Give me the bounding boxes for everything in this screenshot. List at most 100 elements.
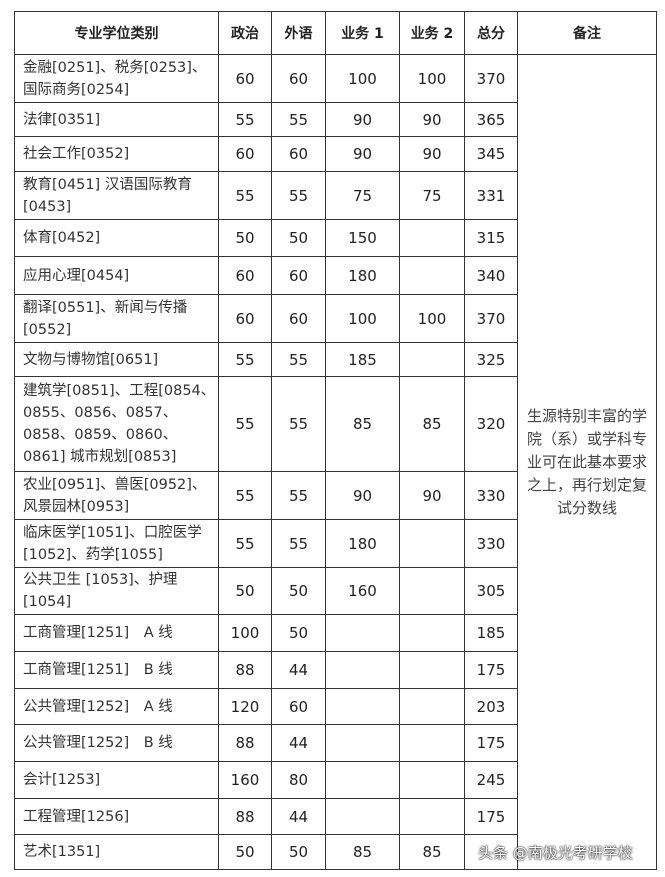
cell-total: 245 <box>464 761 518 799</box>
cell-subject1 <box>325 688 400 725</box>
cell-politics: 55 <box>218 102 272 137</box>
cell-subject2 <box>399 519 465 568</box>
cell-subject1: 75 <box>325 171 400 220</box>
header-language: 外语 <box>271 11 326 55</box>
cell-subject2 <box>399 219 465 257</box>
cell-total: 330 <box>464 519 518 568</box>
cell-name: 翻译[0551]、新闻与传播[0552] <box>14 294 219 343</box>
header-note: 备注 <box>517 11 657 55</box>
cell-politics: 100 <box>218 614 272 652</box>
cell-subject1: 85 <box>325 834 400 870</box>
cell-subject2 <box>399 724 465 762</box>
cell-subject1: 100 <box>325 294 400 343</box>
cell-subject1 <box>325 724 400 762</box>
cell-politics: 60 <box>218 54 272 103</box>
table-row: 公共管理[1252] A 线 120 60 203 <box>14 688 657 725</box>
cell-note: 生源特别丰富的学院（系）或学科专业可在此基本要求之上，再行划定复试分数线 <box>517 54 657 870</box>
cell-language: 50 <box>271 834 326 870</box>
table-body: 金融[0251]、税务[0253]、国际商务[0254] 60 60 100 100 37… <box>14 54 657 870</box>
cell-subject2: 100 <box>399 54 465 103</box>
cell-subject2 <box>399 798 465 835</box>
cell-subject2 <box>399 688 465 725</box>
cell-subject1: 100 <box>325 54 400 103</box>
cell-language: 44 <box>271 798 326 835</box>
header-subject1: 业务 1 <box>325 11 400 55</box>
cell-total: 330 <box>464 471 518 520</box>
cell-subject2: 90 <box>399 102 465 137</box>
cell-language: 60 <box>271 54 326 103</box>
cell-subject1: 180 <box>325 519 400 568</box>
cell-language: 60 <box>271 294 326 343</box>
cell-language: 44 <box>271 651 326 689</box>
cell-name: 公共卫生 [1053]、护理[1054] <box>14 567 219 615</box>
cell-total: 305 <box>464 567 518 615</box>
table-row: 农业[0951]、兽医[0952]、风景园林[0953] 55 55 90 90 330 <box>14 471 657 520</box>
cell-name: 临床医学[1051]、口腔医学[1052]、药学[1055] <box>14 519 219 568</box>
header-row: 专业学位类别 政治 外语 业务 1 业务 2 总分 备注 <box>14 11 657 55</box>
cell-politics: 160 <box>218 761 272 799</box>
header-subject2: 业务 2 <box>399 11 465 55</box>
cell-name: 文物与博物馆[0651] <box>14 342 219 377</box>
cell-subject2 <box>399 761 465 799</box>
cell-politics: 55 <box>218 471 272 520</box>
cell-total: 185 <box>464 614 518 652</box>
table-row: 会计[1253] 160 80 245 <box>14 761 657 799</box>
cell-subject1: 150 <box>325 219 400 257</box>
cell-subject1: 180 <box>325 256 400 295</box>
cell-language: 55 <box>271 376 326 472</box>
cell-subject1: 85 <box>325 376 400 472</box>
cell-language: 60 <box>271 256 326 295</box>
cell-total: 175 <box>464 724 518 762</box>
cell-name: 公共管理[1252] B 线 <box>14 724 219 762</box>
cell-name: 应用心理[0454] <box>14 256 219 295</box>
table-row: 社会工作[0352] 60 60 90 90 345 <box>14 136 657 172</box>
cell-total: 331 <box>464 171 518 220</box>
header-category: 专业学位类别 <box>14 11 219 55</box>
cell-total: 175 <box>464 651 518 689</box>
cell-subject2 <box>399 614 465 652</box>
cell-politics: 60 <box>218 256 272 295</box>
cell-language: 80 <box>271 761 326 799</box>
cell-total: 315 <box>464 219 518 257</box>
cell-language: 55 <box>271 171 326 220</box>
cell-subject2: 85 <box>399 376 465 472</box>
cell-name: 公共管理[1252] A 线 <box>14 688 219 725</box>
cell-subject2: 100 <box>399 294 465 343</box>
score-table: 专业学位类别 政治 外语 业务 1 业务 2 总分 备注 金融[0251]、税务[0253]… <box>14 11 657 870</box>
cell-total: 365 <box>464 102 518 137</box>
cell-total: 345 <box>464 136 518 172</box>
cell-politics: 60 <box>218 136 272 172</box>
header-politics: 政治 <box>218 11 272 55</box>
table-row: 工程管理[1256] 88 44 175 <box>14 798 657 835</box>
cell-total: 175 <box>464 798 518 835</box>
cell-subject2 <box>399 256 465 295</box>
header-total: 总分 <box>464 11 518 55</box>
cell-subject1 <box>325 614 400 652</box>
cell-subject2 <box>399 651 465 689</box>
cell-subject1 <box>325 651 400 689</box>
cell-politics: 55 <box>218 376 272 472</box>
cell-politics: 50 <box>218 567 272 615</box>
table-row: 教育[0451] 汉语国际教育[0453] 55 55 75 75 331 <box>14 171 657 220</box>
cell-politics: 60 <box>218 294 272 343</box>
table-row: 工商管理[1251] B 线 88 44 175 <box>14 651 657 689</box>
cell-language: 55 <box>271 102 326 137</box>
cell-subject1: 90 <box>325 136 400 172</box>
cell-subject2 <box>399 342 465 377</box>
cell-language: 55 <box>271 471 326 520</box>
cell-politics: 55 <box>218 342 272 377</box>
cell-language: 50 <box>271 614 326 652</box>
cell-politics: 55 <box>218 171 272 220</box>
table-row: 艺术[1351] 50 50 85 85 <box>14 834 657 870</box>
cell-language: 55 <box>271 342 326 377</box>
cell-total: 203 <box>464 688 518 725</box>
cell-subject1: 90 <box>325 102 400 137</box>
cell-name: 体育[0452] <box>14 219 219 257</box>
cell-total: 340 <box>464 256 518 295</box>
table-row: 应用心理[0454] 60 60 180 340 <box>14 256 657 295</box>
cell-language: 50 <box>271 567 326 615</box>
cell-name: 建筑学[0851]、工程[0854、0855、0856、0857、0858、08… <box>14 376 219 472</box>
cell-politics: 88 <box>218 651 272 689</box>
cell-subject2: 85 <box>399 834 465 870</box>
cell-language: 55 <box>271 519 326 568</box>
